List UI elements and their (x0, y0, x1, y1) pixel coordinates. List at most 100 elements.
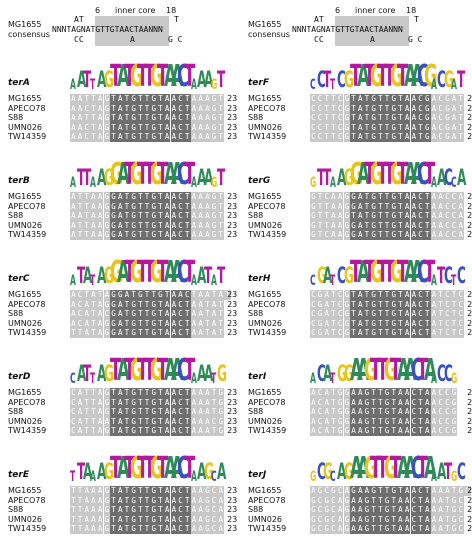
nucleotide-cell: A (356, 94, 364, 104)
nucleotide-cell: T (323, 220, 331, 230)
nucleotide-cell: T (377, 94, 384, 104)
nucleotide-cell: G (336, 388, 344, 398)
strain-label: MG1655 (8, 192, 42, 201)
nucleotide-cell: T (143, 524, 151, 534)
strain-label: UMN026 (248, 514, 283, 524)
nucleotide-cell: C (444, 407, 451, 417)
nucleotide-cell: T (363, 299, 371, 309)
nucleotide-cell: G (204, 505, 211, 515)
alignment-block-terA: terA A A T T A G T A T G T T G T A A C T A A A G T MG1655 A A T T A G T… (8, 58, 237, 152)
nucleotide-cell: A (423, 388, 431, 398)
nucleotide-cell: A (103, 290, 111, 300)
nucleotide-cell: G (343, 397, 351, 407)
nucleotide-cell: A (76, 103, 84, 113)
nucleotide-cell: A (356, 328, 364, 338)
nucleotide-cell: C (336, 94, 344, 104)
logo-letter: T (76, 460, 85, 485)
nucleotide-cell: G (130, 318, 137, 328)
nucleotide-cell: T (417, 514, 424, 524)
nucleotide-cell: G (343, 113, 351, 123)
nucleotide-cell: A (197, 388, 204, 398)
nucleotide-cell: T (397, 201, 404, 211)
nucleotide-cell: C (177, 328, 184, 338)
nucleotide-cell: G (343, 132, 351, 142)
nucleotide-cell: T (143, 426, 151, 436)
nucleotide-cell: G (210, 211, 218, 221)
nucleotide-cell: A (70, 94, 77, 104)
logo-letter: T (330, 371, 336, 387)
nucleotide-cell: A (96, 309, 104, 319)
nucleotide-cell: T (143, 505, 151, 515)
consensus-pos-right: 18 (406, 6, 417, 15)
nucleotide-cell: A (437, 201, 444, 211)
nucleotide-cell: T (83, 211, 91, 221)
nucleotide-cell: A (96, 407, 104, 417)
logo-letter: T (123, 255, 135, 290)
nucleotide-cell: A (170, 426, 178, 436)
nucleotide-cell: T (70, 505, 77, 515)
row-count: 23 (467, 426, 472, 435)
nucleotide-cell: A (430, 486, 438, 496)
nucleotide-cell: T (383, 132, 391, 142)
nucleotide-cell: A (410, 94, 418, 104)
nucleotide-cell: A (116, 407, 124, 417)
nucleotide-cell: C (83, 122, 91, 132)
consensus-pos-right: 18 (166, 6, 177, 15)
nucleotide-cell: T (350, 299, 357, 309)
nucleotide-cell: A (356, 103, 364, 113)
nucleotide-cell: A (70, 113, 77, 123)
nucleotide-cell: C (177, 230, 184, 240)
nucleotide-cell: G (150, 318, 158, 328)
alignment-block-terJ: terJ G C G C A G A A G T T G T A A C T A A A T G C MG1655 A G C G C A G… (248, 450, 472, 544)
nucleotide-cell: T (76, 220, 84, 230)
nucleotide-cell: G (204, 514, 211, 524)
nucleotide-cell: T (183, 514, 191, 524)
nucleotide-cell: C (310, 122, 317, 132)
nucleotide-cell: A (330, 201, 337, 211)
nucleotide-cell: T (457, 103, 465, 113)
nucleotide-cell: G (390, 201, 398, 211)
nucleotide-cell: A (403, 388, 411, 398)
logo-letter: A (330, 175, 337, 191)
nucleotide-cell: A (76, 132, 84, 142)
nucleotide-cell: A (210, 299, 218, 309)
logo-letter: T (83, 68, 92, 93)
nucleotide-cell: T (217, 103, 225, 113)
nucleotide-cell: G (383, 505, 391, 515)
gene-name: terG (248, 176, 271, 186)
logo-letter: T (350, 255, 362, 290)
nucleotide-cell: T (217, 94, 225, 104)
nucleotide-cell: A (170, 514, 178, 524)
nucleotide-cell: A (170, 113, 178, 123)
logo-letter: A (83, 460, 93, 485)
logo-letter: T (423, 157, 436, 192)
row-count: 23 (227, 495, 238, 505)
logo-letter: T (397, 255, 409, 290)
nucleotide-cell: G (110, 299, 117, 309)
nucleotide-cell: T (130, 290, 137, 300)
logo-letter: A (356, 59, 370, 94)
nucleotide-cell: G (343, 505, 351, 515)
nucleotide-cell: T (323, 103, 331, 113)
consensus-core-label: inner core (115, 6, 156, 15)
nucleotide-cell: A (170, 211, 178, 221)
nucleotide-cell: G (444, 103, 451, 113)
strain-label: UMN026 (8, 514, 43, 524)
nucleotide-cell: T (383, 220, 391, 230)
nucleotide-cell: A (437, 505, 444, 515)
nucleotide-cell: C (417, 220, 424, 230)
nucleotide-cell: T (423, 211, 431, 221)
nucleotide-cell: A (430, 113, 438, 123)
nucleotide-cell: T (183, 211, 191, 221)
nucleotide-cell: A (96, 328, 104, 338)
row-count: 23 (227, 426, 238, 435)
nucleotide-cell: A (163, 94, 171, 104)
nucleotide-cell: T (123, 94, 131, 104)
nucleotide-cell: C (410, 388, 418, 398)
nucleotide-cell: C (417, 192, 424, 202)
row-count: 23 (227, 220, 238, 230)
nucleotide-cell: G (336, 426, 344, 436)
nucleotide-cell: C (450, 211, 458, 221)
nucleotide-cell: A (450, 103, 458, 113)
nucleotide-cell: C (444, 201, 451, 211)
